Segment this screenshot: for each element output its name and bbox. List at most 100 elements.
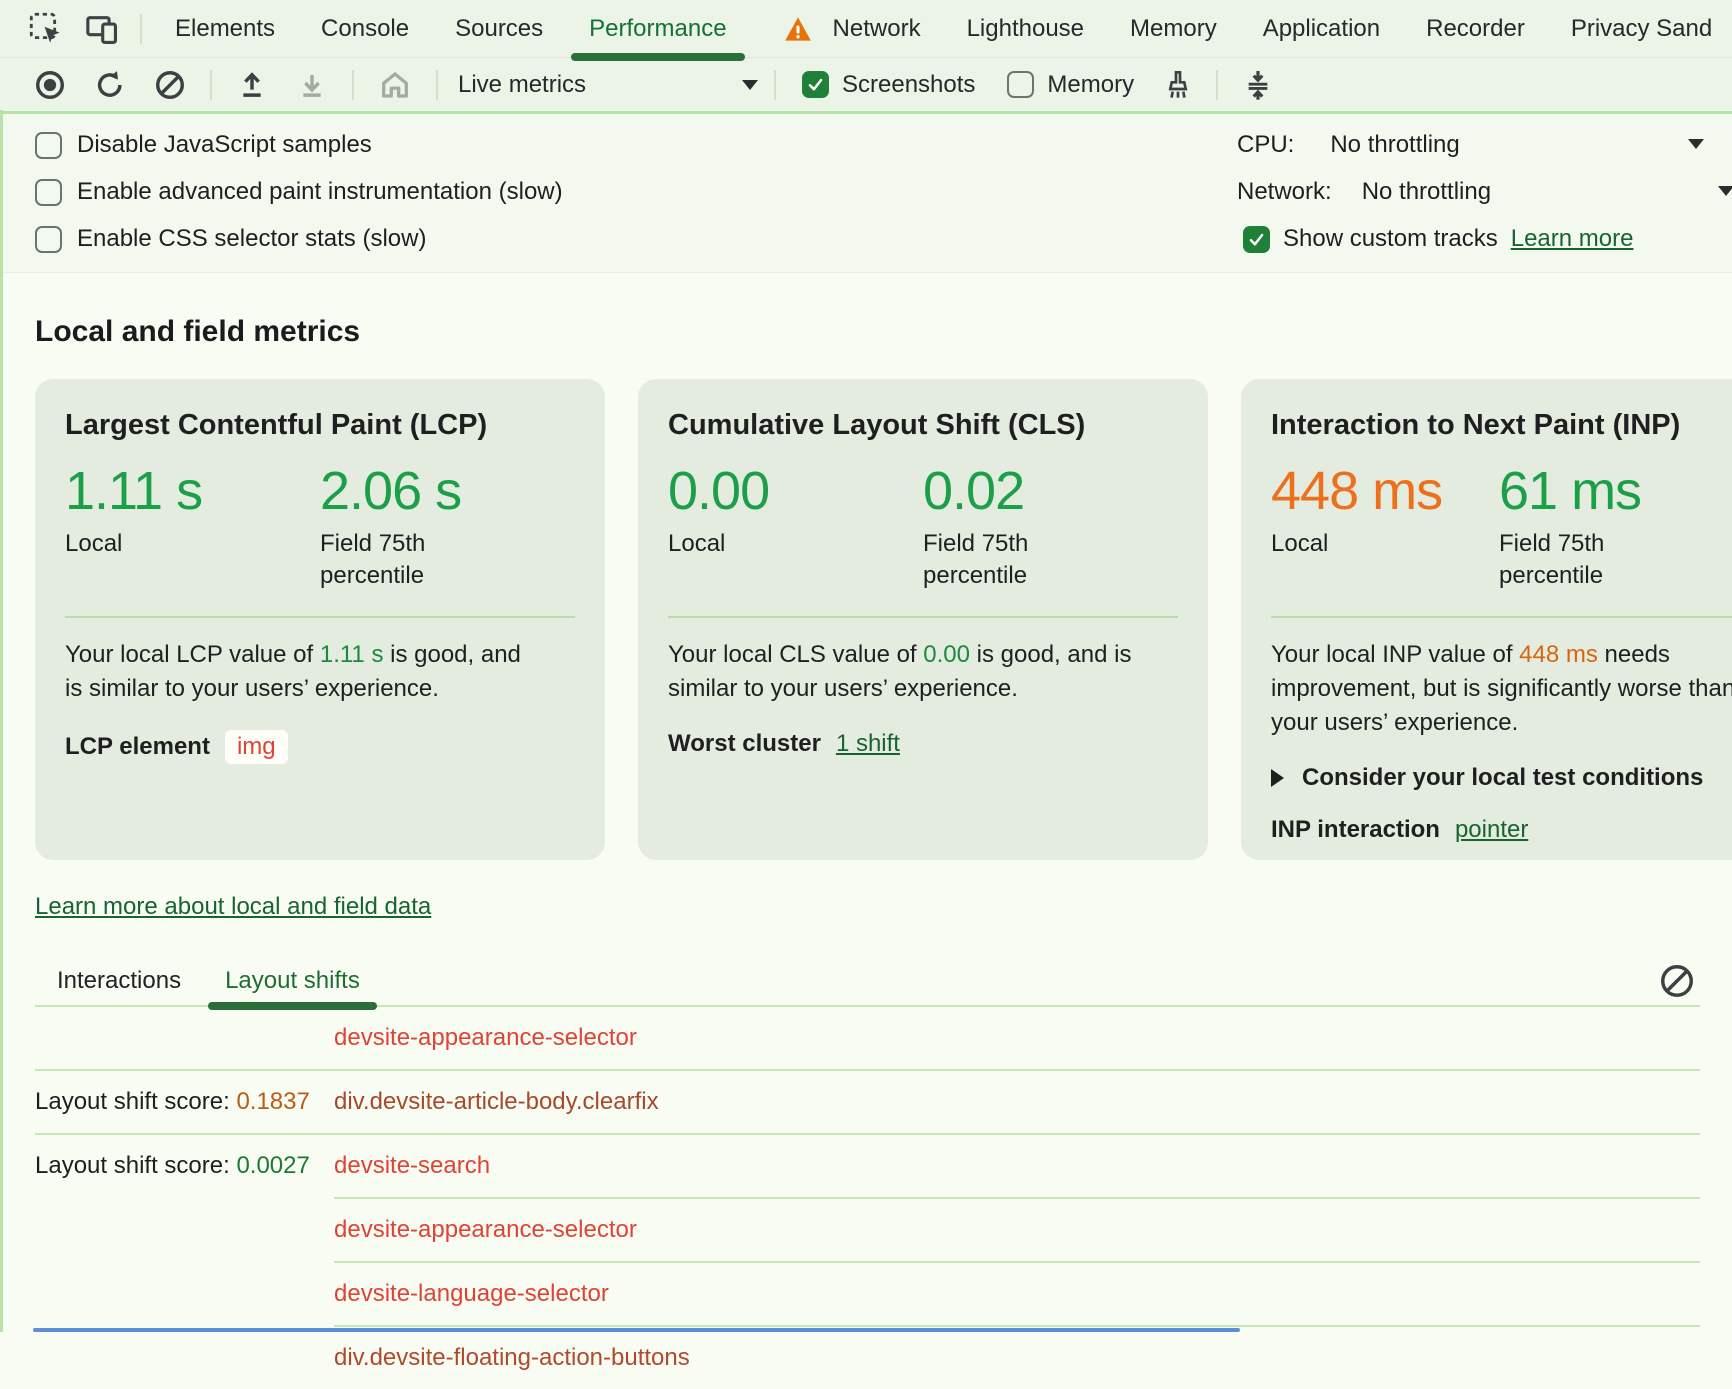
- collect-garbage-icon[interactable]: [1242, 69, 1274, 101]
- tab-recorder[interactable]: Recorder: [1426, 14, 1525, 42]
- tab-interactions[interactable]: Interactions: [57, 967, 182, 994]
- toolbar-divider: [436, 69, 438, 100]
- learn-more-local-field-link[interactable]: Learn more about local and field data: [35, 893, 432, 920]
- advanced-paint-instrumentation-checkbox[interactable]: Enable advanced paint instrumentation (s…: [35, 175, 563, 209]
- lcp-local-value: 1.11 s: [65, 461, 203, 521]
- checkbox-unchecked-icon: [35, 178, 62, 206]
- screenshots-checkbox[interactable]: Screenshots: [802, 71, 975, 99]
- inp-card: Interaction to Next Paint (INP) 448 ms L…: [1241, 379, 1732, 860]
- checkbox-unchecked-icon: [1007, 71, 1035, 98]
- toolbar-divider: [140, 13, 142, 44]
- history-dropdown[interactable]: Live metrics: [458, 71, 758, 99]
- cpu-select-chevron-down-icon[interactable]: [1688, 139, 1704, 149]
- page-title: Local and field metrics: [35, 315, 361, 348]
- row-separator: [35, 1133, 1700, 1135]
- shift-node-link[interactable]: devsite-appearance-selector: [334, 1216, 637, 1243]
- tab-layout-shifts[interactable]: Layout shifts: [203, 957, 382, 1010]
- inp-local-label: Local: [1271, 530, 1329, 557]
- network-throttle-select[interactable]: No throttling: [1361, 178, 1492, 205]
- device-toolbar-icon[interactable]: [85, 12, 119, 46]
- record-and-reload-button[interactable]: [94, 69, 126, 101]
- tab-elements[interactable]: Elements: [175, 14, 276, 42]
- clear-log-button[interactable]: [1658, 962, 1696, 1000]
- card-divider: [65, 616, 575, 618]
- inspect-element-icon[interactable]: [29, 12, 63, 46]
- cls-field-value: 0.02: [923, 461, 1025, 521]
- inp-local-value: 448 ms: [1271, 461, 1443, 521]
- row-separator: [334, 1197, 1700, 1199]
- network-select-chevron-down-icon[interactable]: [1718, 186, 1732, 196]
- inp-field-label: Field 75th percentile: [1499, 530, 1605, 589]
- lcp-card-title: Largest Contentful Paint (LCP): [65, 409, 488, 441]
- devtools-tab-bar: Elements Console Sources Performance Net…: [0, 0, 1732, 61]
- brush-icon[interactable]: [1162, 69, 1194, 101]
- checkbox-unchecked-icon: [35, 131, 62, 159]
- network-label: Network:: [1237, 178, 1332, 205]
- tab-performance[interactable]: Performance: [566, 0, 749, 61]
- shift-node-link[interactable]: devsite-appearance-selector: [334, 1024, 637, 1051]
- checkbox-checked-icon: [802, 71, 829, 98]
- shift-score-label: Layout shift score:: [35, 1152, 237, 1179]
- shift-node-link[interactable]: div.devsite-article-body.clearfix: [334, 1088, 659, 1115]
- cpu-throttle-row: CPU: No throttling: [1237, 128, 1460, 162]
- checkbox-checked-icon: [1243, 225, 1270, 253]
- toolbar-divider: [210, 69, 212, 100]
- row-separator: [35, 1069, 1700, 1071]
- cls-local-label: Local: [668, 530, 726, 557]
- lcp-description: Your local LCP value of 1.11 s is good, …: [65, 641, 521, 702]
- shift-node-link[interactable]: devsite-language-selector: [334, 1280, 609, 1307]
- css-selector-stats-checkbox[interactable]: Enable CSS selector stats (slow): [35, 222, 426, 256]
- horizontal-scrollbar[interactable]: [33, 1328, 1240, 1332]
- cls-field-label: Field 75th percentile: [923, 530, 1029, 589]
- live-metrics-view: Local and field metrics Largest Contentf…: [0, 315, 1732, 1389]
- cls-description: Your local CLS value of 0.00 is good, an…: [668, 641, 1132, 702]
- row-separator: [334, 1261, 1700, 1263]
- lcp-card: Largest Contentful Paint (LCP) 1.11 s Lo…: [35, 379, 605, 860]
- upload-profile-icon[interactable]: [236, 69, 268, 101]
- memory-checkbox[interactable]: Memory: [1007, 71, 1134, 99]
- toolbar-divider: [1216, 69, 1219, 100]
- show-custom-tracks-checkbox[interactable]: Show custom tracks Learn more: [1243, 222, 1633, 256]
- shift-node-link[interactable]: div.devsite-floating-action-buttons: [334, 1344, 690, 1371]
- lcp-field-value: 2.06 s: [320, 461, 462, 521]
- worst-cluster-label: Worst cluster: [668, 730, 821, 757]
- triangle-right-icon: [1271, 769, 1284, 787]
- home-icon: [378, 68, 412, 102]
- cls-card-title: Cumulative Layout Shift (CLS): [668, 409, 1086, 441]
- log-tab-bar: Interactions Layout shifts: [35, 957, 1700, 1010]
- dropdown-selected-label: Live metrics: [458, 70, 587, 98]
- disable-js-samples-checkbox[interactable]: Disable JavaScript samples: [35, 128, 372, 162]
- tab-lighthouse[interactable]: Lighthouse: [966, 14, 1085, 42]
- inp-interaction-label: INP interaction: [1271, 816, 1440, 843]
- panel-left-border: [0, 110, 3, 1332]
- tab-network[interactable]: Network: [750, 0, 944, 57]
- cpu-throttle-select[interactable]: No throttling: [1330, 131, 1460, 158]
- layout-shift-row: Layout shift score: 0.1837 div.devsite-a…: [35, 1071, 1700, 1133]
- row-separator: [334, 1325, 1700, 1327]
- tab-console[interactable]: Console: [321, 14, 410, 42]
- lcp-local-label: Local: [65, 530, 123, 557]
- lcp-element-label: LCP element: [65, 733, 210, 760]
- tab-privacy-sandbox[interactable]: Privacy Sand: [1570, 14, 1713, 42]
- lcp-element-node-link[interactable]: img: [224, 730, 288, 764]
- metric-cards: Largest Contentful Paint (LCP) 1.11 s Lo…: [35, 379, 1732, 860]
- tab-memory[interactable]: Memory: [1130, 14, 1217, 42]
- shift-score-label: Layout shift score:: [35, 1088, 237, 1115]
- local-test-conditions-disclosure[interactable]: Consider your local test conditions: [1271, 764, 1732, 792]
- clear-icon[interactable]: [154, 69, 186, 101]
- custom-tracks-learn-more-link[interactable]: Learn more: [1510, 225, 1634, 252]
- worst-cluster-link[interactable]: 1 shift: [835, 730, 900, 757]
- shift-node-link[interactable]: devsite-search: [334, 1152, 491, 1179]
- cls-local-value: 0.00: [668, 461, 770, 521]
- live-metrics-log: Interactions Layout shifts devsite-appea…: [35, 957, 1700, 1389]
- network-throttle-row: Network: No throttling: [1237, 175, 1491, 209]
- tab-sources[interactable]: Sources: [455, 14, 544, 42]
- memory-label: Memory: [1047, 70, 1135, 98]
- tab-application[interactable]: Application: [1262, 14, 1381, 42]
- inp-interaction-link[interactable]: pointer: [1454, 816, 1529, 843]
- record-button[interactable]: [34, 69, 66, 101]
- layout-shift-row: devsite-appearance-selector: [35, 1199, 1700, 1261]
- toolbar-divider: [352, 69, 354, 100]
- active-tab-indicator: [208, 1002, 377, 1010]
- performance-toolbar: Live metrics Screenshots Memory: [0, 58, 1732, 114]
